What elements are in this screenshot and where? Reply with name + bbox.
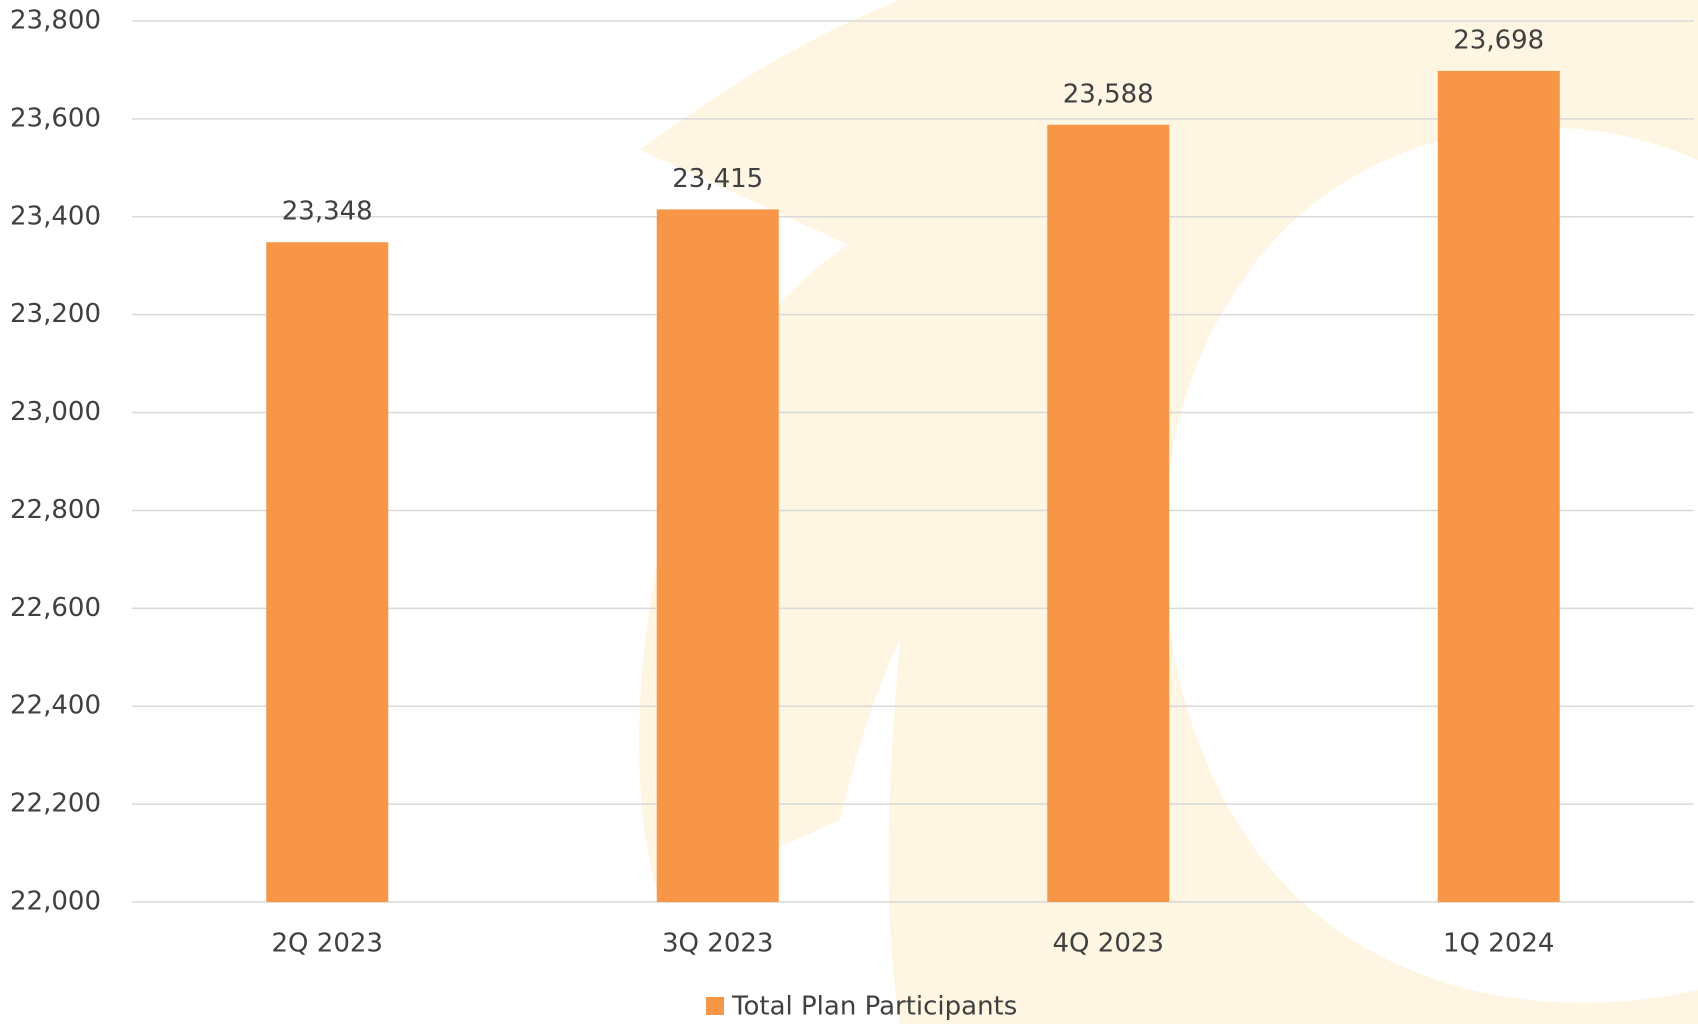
y-tick-label: 23,600	[10, 103, 101, 133]
y-tick-label: 23,800	[10, 6, 101, 36]
y-tick-label: 22,600	[10, 593, 101, 623]
y-tick-label: 22,000	[10, 887, 101, 917]
legend: Total Plan Participants	[706, 992, 1017, 1022]
watermark	[639, 0, 1698, 1024]
data-label: 23,415	[672, 164, 763, 194]
bar	[266, 242, 389, 902]
y-tick-label: 23,000	[10, 397, 101, 427]
x-tick-label: 1Q 2024	[1443, 929, 1554, 959]
y-tick-label: 22,400	[10, 691, 101, 721]
x-tick-label: 2Q 2023	[272, 929, 383, 959]
data-label: 23,348	[282, 197, 373, 227]
x-tick-label: 3Q 2023	[662, 929, 773, 959]
y-tick-label: 22,200	[10, 789, 101, 819]
legend-swatch	[706, 997, 724, 1015]
y-tick-label: 23,200	[10, 299, 101, 329]
bar	[656, 209, 779, 903]
x-tick-label: 4Q 2023	[1053, 929, 1164, 959]
legend-label: Total Plan Participants	[731, 992, 1017, 1022]
y-tick-label: 23,400	[10, 201, 101, 231]
y-tick-label: 22,800	[10, 495, 101, 525]
bar	[1437, 70, 1560, 902]
bar	[1047, 124, 1170, 903]
data-label: 23,698	[1453, 25, 1544, 55]
data-label: 23,588	[1063, 79, 1154, 109]
